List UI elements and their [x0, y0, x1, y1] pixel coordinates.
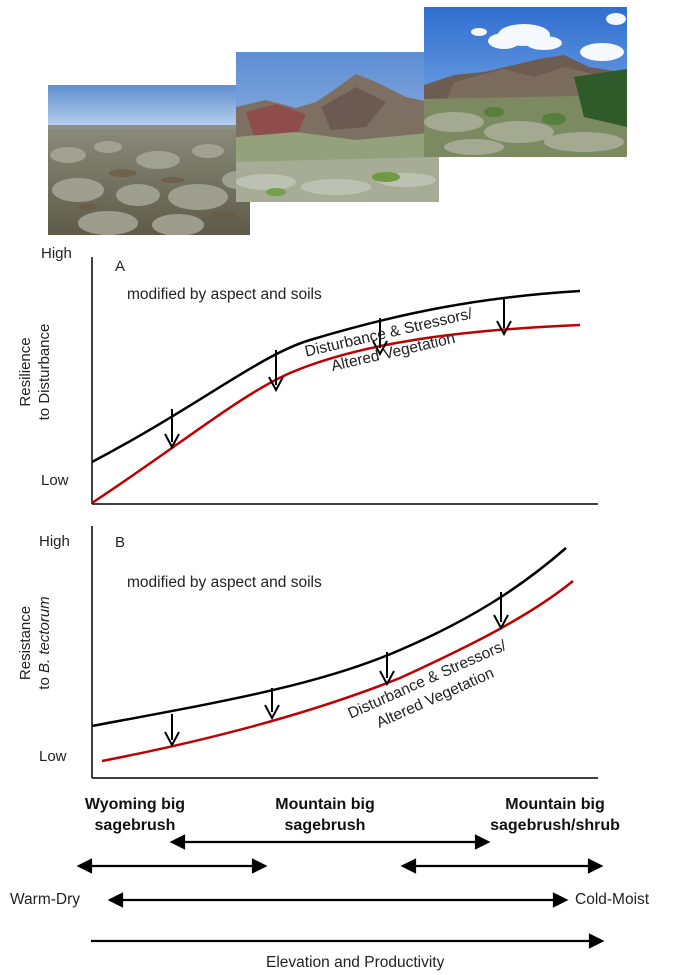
arrow-right-icon	[587, 858, 604, 874]
wyoming-big-sagebrush-photo	[48, 85, 250, 235]
cold-moist-label: Cold-Moist	[575, 891, 650, 908]
arrow-left-icon	[76, 858, 93, 874]
arrow-head-icon	[372, 340, 388, 357]
wyoming-big-sagebrush-label: Wyoming big sagebrush	[70, 794, 200, 836]
panel-a-y-label-line1: Resilience	[17, 337, 34, 407]
panel-b-y-label-line1: Resistance	[17, 605, 34, 681]
arrow-head-icon	[493, 614, 509, 631]
warm-dry-label: Warm-Dry	[10, 891, 81, 908]
panel-b-y-label-line2: to B. tectorum	[35, 583, 54, 703]
panel-b-y-high: High	[39, 533, 70, 550]
arrow-head-icon	[164, 731, 180, 748]
panel-b-arrows	[164, 592, 509, 748]
panel-b-letter: B	[115, 534, 126, 551]
panel-a-y-high: High	[41, 245, 72, 262]
arrow-right-icon	[552, 892, 569, 908]
panel-b-y-label: Resistance to B. tectorum	[16, 583, 56, 703]
mountain-label-line2: sagebrush	[284, 817, 366, 834]
panel-b-y-label-prefix: to	[36, 673, 53, 690]
arrow-left-icon	[107, 892, 124, 908]
arrow-head-icon	[164, 433, 180, 450]
panel-b-chart	[91, 526, 598, 779]
wyoming-label-line1: Wyoming big	[84, 796, 186, 813]
mountain-label-line1: Mountain big	[275, 796, 375, 813]
panel-b-lower-curve	[101, 580, 574, 763]
panel-b-y-low: Low	[39, 748, 67, 765]
gradient-arrows	[76, 834, 605, 949]
arrow-right-icon	[474, 834, 491, 850]
panel-a-y-label-line2: to Disturbance	[36, 323, 53, 421]
elevation-productivity-label: Elevation and Productivity	[266, 954, 445, 971]
panel-a-y-label: Resilience to Disturbance	[16, 312, 56, 432]
panel-a-letter: A	[115, 258, 126, 275]
arrow-head-icon	[264, 704, 280, 721]
arrow-head-icon	[379, 670, 395, 687]
wyoming-label-line2: sagebrush	[94, 817, 176, 834]
mountain-big-sagebrush-photo	[236, 52, 439, 202]
panel-a-upper-curve	[91, 289, 581, 464]
mountain-shrub-label: Mountain big sagebrush/shrub	[470, 794, 640, 836]
panel-b-note: modified by aspect and soils	[127, 574, 322, 591]
shrub-label-line2: sagebrush/shrub	[490, 817, 620, 834]
panel-a-arrows	[164, 297, 512, 450]
arrow-left-icon	[400, 858, 417, 874]
panel-b-upper-curve	[91, 547, 567, 728]
arrow-right-icon	[251, 858, 268, 874]
panel-a-note: modified by aspect and soils	[127, 286, 322, 303]
arrow-left-icon	[169, 834, 186, 850]
arrow-head-icon	[496, 320, 512, 337]
panel-a-y-low: Low	[41, 472, 69, 489]
panel-a-lower-curve	[91, 323, 581, 505]
arrow-right-icon	[588, 933, 605, 949]
mountain-shrub-photo	[424, 7, 627, 157]
panel-a-chart	[91, 257, 598, 505]
shrub-label-line1: Mountain big	[505, 796, 605, 813]
mountain-big-sagebrush-label: Mountain big sagebrush	[255, 794, 395, 836]
panel-b-y-label-species: B. tectorum	[36, 596, 53, 674]
arrow-head-icon	[268, 376, 284, 393]
